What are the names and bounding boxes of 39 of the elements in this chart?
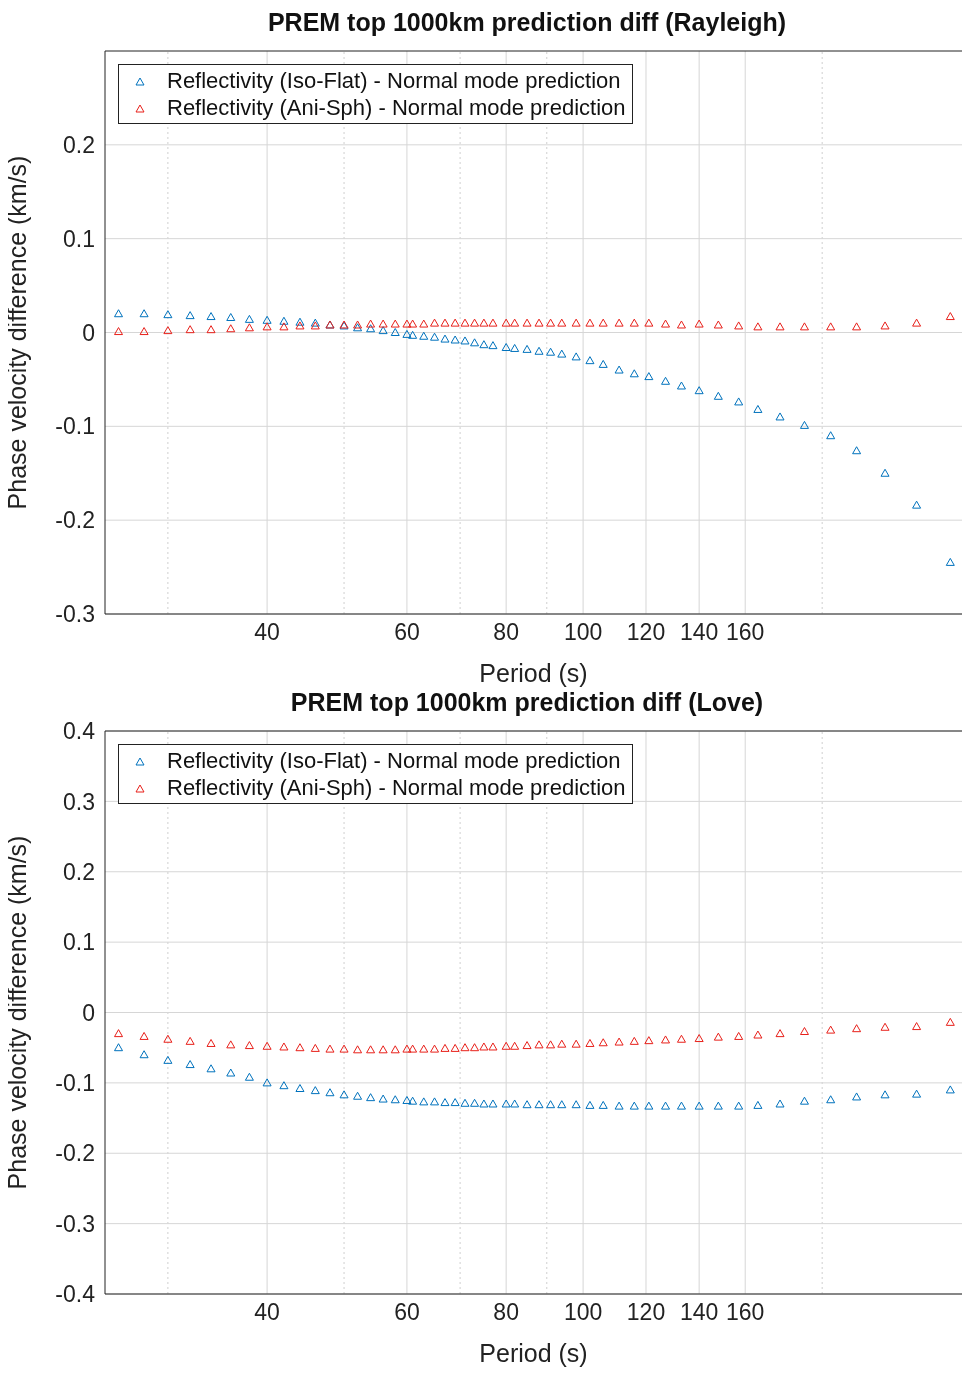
y-tick-label: -0.1	[55, 1070, 95, 1097]
y-tick-label: 0.1	[63, 929, 95, 956]
x-tick-label: 120	[626, 1299, 666, 1326]
x-tick-label: 160	[726, 619, 765, 646]
x-tick-label: 60	[394, 1299, 420, 1326]
y-tick-label: 0.2	[63, 132, 95, 158]
x-tick-label: 100	[563, 1299, 603, 1326]
legend-label: Reflectivity (Iso-Flat) - Normal mode prediction	[167, 67, 621, 94]
legend-label: Reflectivity (Ani-Sph) - Normal mode prediction	[167, 94, 626, 121]
y-tick-label: -0.1	[55, 413, 95, 440]
legend-label: Reflectivity (Iso-Flat) - Normal mode prediction	[167, 747, 621, 774]
y-axis-title: Phase velocity difference (km/s)	[2, 155, 31, 510]
x-tick-label: 160	[726, 1299, 765, 1326]
x-tick-label: 60	[394, 619, 420, 646]
y-tick-label: 0	[82, 999, 95, 1026]
legend-label: Reflectivity (Ani-Sph) - Normal mode prediction	[167, 774, 626, 801]
y-tick-label: -0.2	[55, 1140, 95, 1167]
y-tick-label: 0.3	[63, 788, 95, 815]
x-tick-label: 120	[626, 619, 666, 646]
x-tick-label: 80	[493, 619, 519, 646]
x-tick-label: 100	[563, 619, 603, 646]
y-tick-label: -0.4	[55, 1281, 96, 1308]
x-tick-label: 40	[254, 619, 280, 646]
x-tick-label: 80	[493, 1299, 519, 1326]
y-tick-label: 0.4	[63, 718, 96, 745]
chart-title: PREM top 1000km prediction diff (Love)	[289, 688, 765, 716]
y-tick-label: 0	[82, 319, 95, 346]
x-axis-title: Period (s)	[479, 1339, 588, 1367]
chart-title: PREM top 1000km prediction diff (Rayleigh)	[266, 8, 788, 36]
y-tick-label: -0.3	[55, 1210, 95, 1237]
y-tick-label: 0.2	[63, 858, 95, 885]
y-tick-label: 0.1	[63, 225, 95, 252]
y-tick-label: -0.3	[55, 601, 95, 628]
x-tick-label: 140	[679, 619, 719, 646]
y-tick-label: -0.2	[55, 507, 95, 534]
x-tick-label: 40	[254, 1299, 280, 1326]
x-tick-label: 140	[679, 1299, 719, 1326]
y-axis-title: Phase velocity difference (km/s)	[2, 835, 31, 1190]
x-axis-title: Period (s)	[479, 659, 588, 687]
